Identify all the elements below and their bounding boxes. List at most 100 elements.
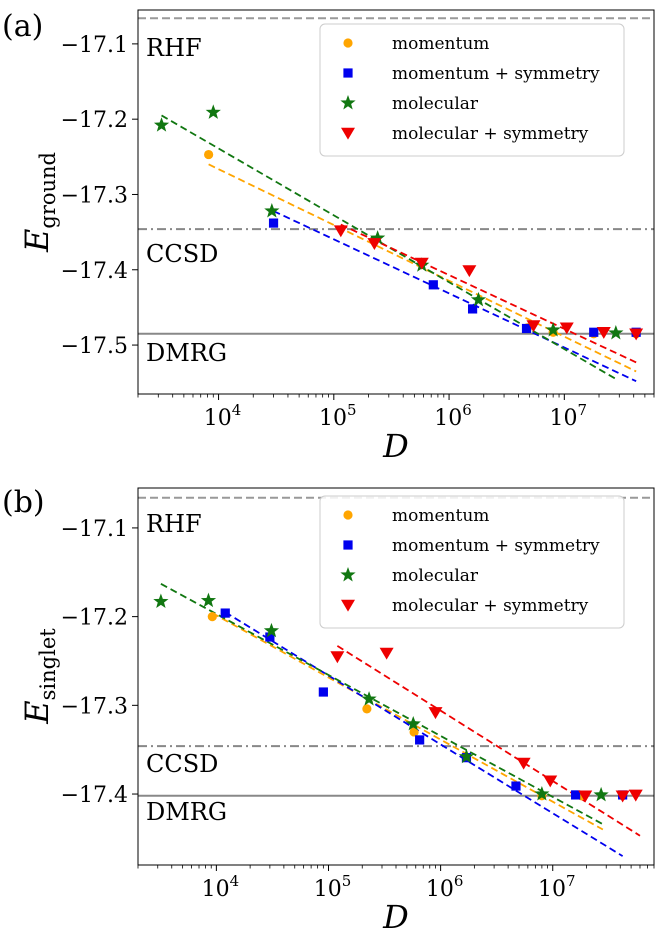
- y-tick-label: −17.2: [61, 108, 128, 133]
- point-molecular: [200, 592, 217, 608]
- point-molecular-symmetry: [428, 707, 443, 720]
- point-momentum: [207, 612, 217, 622]
- y-axis-title-symbol-b: E: [18, 700, 56, 724]
- point-molecular-symmetry: [333, 225, 348, 238]
- x-tick-label: 105: [314, 872, 352, 902]
- legend-frame-b: [319, 495, 625, 629]
- point-momentum-symmetry: [571, 790, 581, 800]
- fit-line-molecular-symmetry: [336, 645, 641, 837]
- legend-b: momentum momentum + symmetry molecular m…: [319, 495, 625, 629]
- point-molecular-symmetry: [596, 327, 611, 339]
- point-molecular: [545, 322, 561, 337]
- y-tick-label: −17.5: [61, 334, 128, 359]
- point-momentum: [362, 704, 372, 714]
- point-momentum-symmetry: [511, 781, 521, 791]
- legend-a: momentum momentum + symmetry molecular m…: [319, 23, 625, 157]
- point-molecular: [153, 117, 170, 132]
- point-molecular-symmetry: [615, 790, 630, 803]
- x-tick-label: 104: [204, 401, 242, 431]
- point-molecular: [593, 786, 609, 802]
- legend-label-molecular-symmetry-b: molecular + symmetry: [392, 596, 589, 616]
- legend-marker-momentum: [343, 38, 353, 48]
- legend-label-molecular-b: molecular: [392, 566, 479, 586]
- fit-line-momentum-symmetry: [224, 611, 624, 857]
- x-tick-label: 106: [434, 401, 472, 431]
- legend-label-momentum-a: momentum: [392, 34, 489, 54]
- y-axis-title-subscript-a: ground: [36, 152, 60, 229]
- y-tick-label: −17.1: [61, 517, 128, 542]
- y-tick-label: −17.4: [61, 259, 128, 284]
- y-tick-label: −17.3: [61, 694, 128, 719]
- point-momentum-symmetry: [467, 304, 478, 314]
- x-tick-label: 104: [202, 872, 240, 902]
- ref-label-ccsd-a: CCSD: [146, 240, 218, 268]
- point-molecular-symmetry: [578, 790, 593, 803]
- legend-label-molecular-symmetry-a: molecular + symmetry: [392, 124, 589, 144]
- point-molecular-symmetry: [628, 789, 643, 802]
- fit-line-momentum: [211, 612, 604, 831]
- y-axis-title-subscript-b: singlet: [36, 628, 60, 701]
- point-momentum: [204, 149, 214, 160]
- legend-label-momentum-symmetry-b: momentum + symmetry: [392, 536, 600, 556]
- legend-label-momentum-symmetry-a: momentum + symmetry: [392, 64, 600, 84]
- point-momentum: [409, 727, 419, 737]
- y-axis-title-b: Esinglet: [18, 628, 60, 725]
- point-molecular: [608, 325, 624, 340]
- x-tick-label: 107: [538, 872, 576, 902]
- legend-frame-a: [319, 23, 625, 157]
- point-molecular: [405, 715, 421, 731]
- point-momentum-symmetry: [318, 687, 328, 697]
- y-tick-label: −17.1: [61, 33, 128, 58]
- point-molecular-symmetry: [516, 757, 531, 770]
- point-molecular: [534, 786, 550, 801]
- point-molecular: [264, 203, 280, 218]
- y-tick-label: −17.4: [61, 783, 128, 808]
- point-momentum-symmetry: [589, 327, 599, 337]
- svg-text:Esinglet: Esinglet: [18, 628, 60, 725]
- point-molecular: [361, 691, 377, 706]
- y-axis-title-symbol-a: E: [18, 229, 56, 253]
- x-axis-title-a: D: [382, 427, 409, 465]
- point-molecular-symmetry: [559, 322, 574, 335]
- fit-line-momentum-symmetry: [273, 210, 637, 383]
- x-tick-label: 107: [550, 401, 588, 431]
- point-momentum-symmetry: [428, 280, 438, 290]
- point-molecular-symmetry: [629, 328, 644, 341]
- y-axis-title-a: Eground: [18, 152, 60, 253]
- point-momentum-symmetry: [268, 218, 279, 228]
- panel-a: (a) RHF CCSD DMRG −17.1 −17.2 −17.3 −17.4 −1…: [2, 9, 655, 465]
- ref-label-dmrg-b: DMRG: [146, 798, 227, 826]
- legend-label-momentum-b: momentum: [392, 506, 489, 526]
- ref-label-dmrg-a: DMRG: [146, 339, 227, 367]
- point-molecular: [470, 291, 487, 307]
- point-molecular: [153, 593, 169, 609]
- legend-marker-molecular-symmetry: [341, 127, 355, 140]
- point-momentum-symmetry: [265, 632, 275, 642]
- y-tick-label: −17.2: [61, 606, 128, 631]
- point-molecular-symmetry: [414, 257, 429, 270]
- x-tick-label: 105: [319, 401, 357, 431]
- point-molecular-symmetry: [543, 775, 558, 788]
- panel-b: (b) RHF CCSD DMRG −17.1 −17.2 −17.3 −17.4 10…: [2, 485, 655, 936]
- legend-marker-momentum-symmetry: [343, 540, 353, 550]
- point-momentum-symmetry: [415, 735, 425, 745]
- legend-label-molecular-a: molecular: [392, 94, 479, 114]
- panel-label-b: (b): [2, 485, 45, 520]
- point-molecular-symmetry: [526, 320, 541, 333]
- legend-marker-molecular: [340, 567, 356, 582]
- svg-text:Eground: Eground: [18, 152, 60, 253]
- legend-marker-molecular: [340, 95, 356, 110]
- point-molecular-symmetry: [367, 238, 382, 251]
- ref-label-rhf-a: RHF: [146, 34, 202, 62]
- point-molecular-symmetry: [330, 651, 345, 664]
- point-molecular-symmetry: [379, 647, 394, 660]
- panel-label-a: (a): [2, 9, 43, 44]
- point-molecular: [263, 622, 280, 638]
- ref-label-ccsd-b: CCSD: [146, 750, 218, 778]
- point-molecular: [205, 104, 221, 119]
- point-molecular-symmetry: [462, 265, 477, 278]
- legend-marker-momentum-symmetry: [343, 68, 353, 78]
- point-molecular: [370, 230, 386, 245]
- plot-frame-a: [137, 9, 655, 395]
